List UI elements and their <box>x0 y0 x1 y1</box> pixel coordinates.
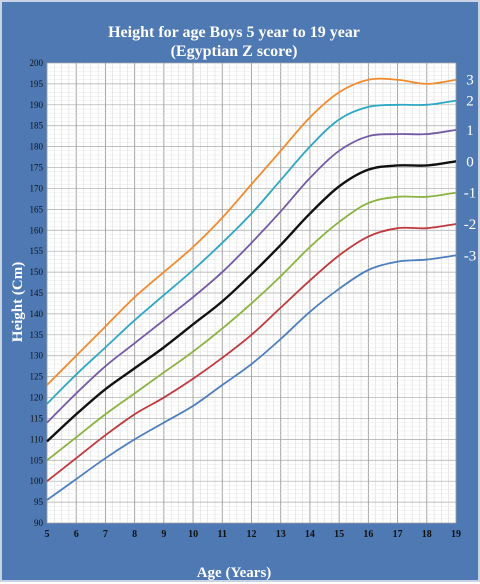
y-tick-label: 150 <box>30 267 44 277</box>
y-tick-labels: 90 95 100 105 110 115 120 125 130 135 140 145 150 155… <box>30 58 44 528</box>
y-tick-label: 105 <box>30 455 44 465</box>
grid-lines <box>46 62 457 524</box>
x-tick-label: 7 <box>103 529 108 540</box>
y-tick-label: 190 <box>30 100 44 110</box>
x-tick-label: 12 <box>247 529 257 540</box>
z-score-label: 1 <box>466 123 474 139</box>
z-score-label: 0 <box>466 154 474 170</box>
y-tick-label: 195 <box>30 79 44 89</box>
series-line-z-1 <box>46 191 457 461</box>
x-tick-label: 11 <box>218 529 227 540</box>
y-tick-label: 155 <box>30 246 44 256</box>
x-tick-label: 8 <box>132 529 137 540</box>
series-lines <box>46 77 457 501</box>
y-tick-label: 180 <box>30 142 44 152</box>
x-tick-label: 9 <box>161 529 166 540</box>
y-tick-label: 135 <box>30 330 44 340</box>
z-score-labels: 3 2 1 0 -1 -2 -3 <box>464 73 477 265</box>
series-line-z-2 <box>46 223 457 482</box>
chart-subtitle: (Egyptian Z score) <box>171 43 298 60</box>
y-tick-label: 120 <box>30 393 44 403</box>
x-tick-label: 18 <box>422 529 432 540</box>
y-tick-label: 145 <box>30 288 44 298</box>
y-tick-label: 165 <box>30 204 44 214</box>
z-score-label: 2 <box>466 94 474 110</box>
y-tick-label: 100 <box>30 476 44 486</box>
series-line-z1 <box>46 129 457 424</box>
x-tick-label: 15 <box>334 529 344 540</box>
y-axis-title: Height (Cm) <box>10 262 26 342</box>
x-tick-label: 10 <box>188 529 198 540</box>
x-tick-label: 13 <box>276 529 286 540</box>
z-score-label: -1 <box>464 186 477 202</box>
y-tick-label: 115 <box>30 413 44 423</box>
y-tick-label: 200 <box>30 58 44 68</box>
y-tick-label: 170 <box>30 183 44 193</box>
series-line-z0 <box>46 160 457 443</box>
x-tick-label: 19 <box>451 529 461 540</box>
x-axis-title: Age (Years) <box>197 565 272 581</box>
y-tick-label: 110 <box>30 434 44 444</box>
y-tick-label: 130 <box>30 351 44 361</box>
y-tick-label: 125 <box>30 372 44 382</box>
z-score-label: -3 <box>464 248 477 264</box>
chart-title: Height for age Boys 5 year to 19 year <box>108 24 360 41</box>
y-tick-label: 95 <box>34 497 44 507</box>
z-score-label: 3 <box>466 73 474 89</box>
series-line-z2 <box>46 99 457 405</box>
x-tick-label: 6 <box>74 529 79 540</box>
y-tick-label: 90 <box>34 518 44 528</box>
y-tick-label: 140 <box>30 309 44 319</box>
x-tick-label: 16 <box>363 529 373 540</box>
y-tick-label: 160 <box>30 225 44 235</box>
x-tick-labels: 5 6 7 8 9 10 11 12 13 14 15 16 17 18 19 <box>45 529 462 540</box>
x-tick-label: 17 <box>393 529 403 540</box>
y-tick-label: 175 <box>30 163 44 173</box>
y-tick-label: 185 <box>30 121 44 131</box>
series-line-z3 <box>46 77 457 386</box>
z-score-label: -2 <box>464 217 477 233</box>
x-tick-label: 5 <box>45 529 50 540</box>
series-line-z-3 <box>46 254 457 501</box>
x-tick-label: 14 <box>305 529 315 540</box>
